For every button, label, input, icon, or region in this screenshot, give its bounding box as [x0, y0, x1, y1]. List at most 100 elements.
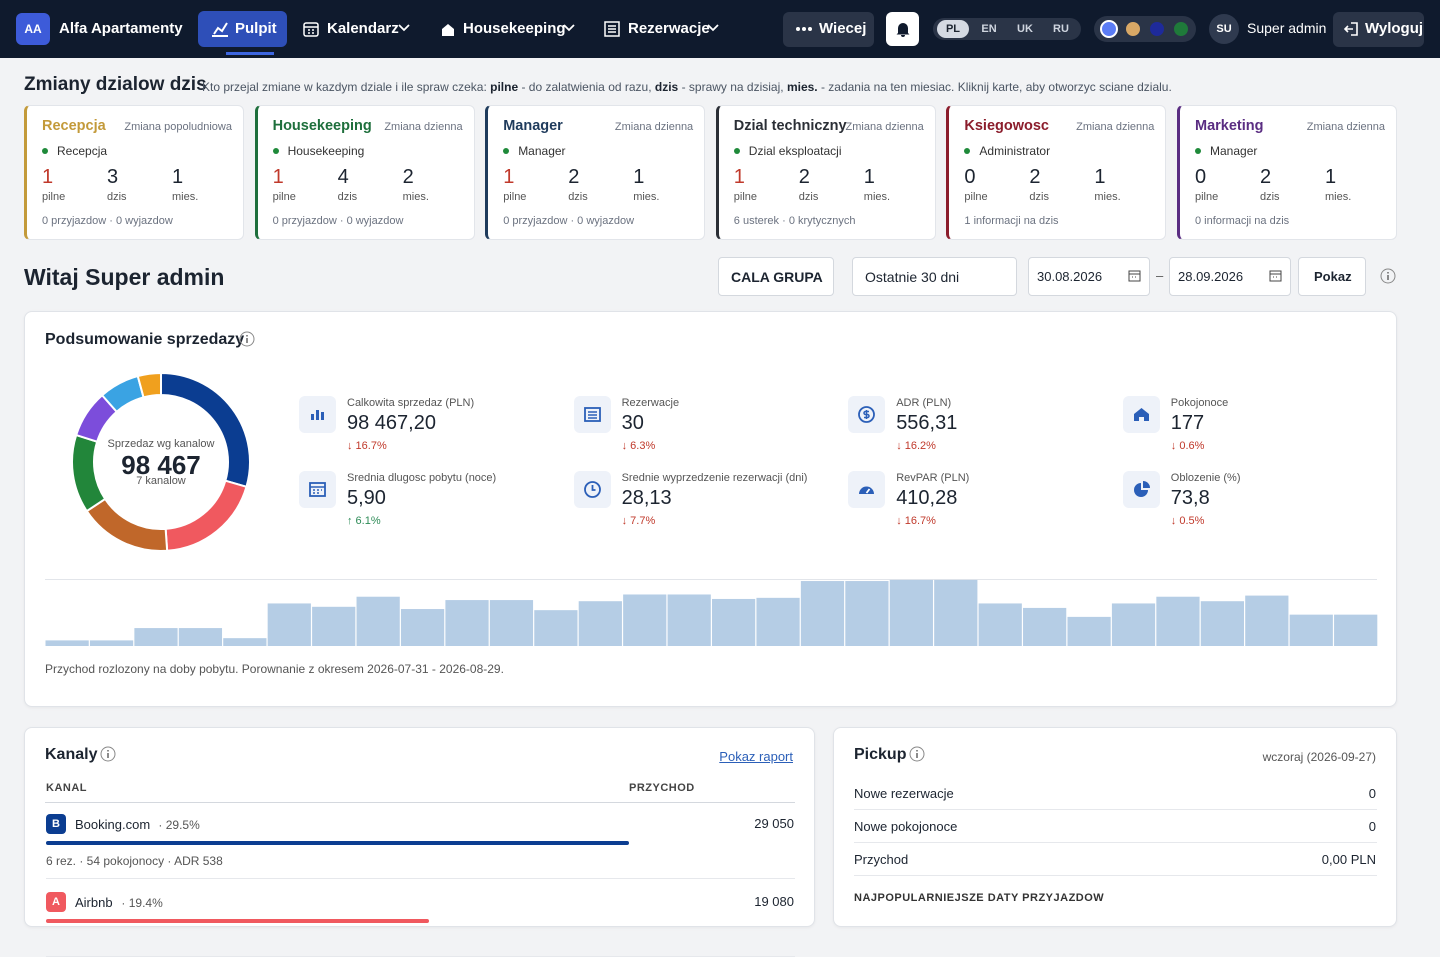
kpi: Calkowita sprzedaz (PLN) 98 467,20 ↓ 16.7%: [299, 396, 559, 466]
brand-name[interactable]: Alfa Apartamenty: [59, 20, 183, 37]
welcome-title: Witaj Super admin: [24, 264, 225, 290]
info-icon[interactable]: [1380, 268, 1396, 284]
shift-card[interactable]: Recepcja Zmiana popoludniowa Recepcja 1 piln…: [24, 105, 244, 240]
donut-segment: [136, 372, 162, 399]
kpi-change: ↓ 6.3%: [621, 440, 656, 452]
language-option[interactable]: RU: [1053, 23, 1069, 35]
donut-label: Sprzedaz wg kanalow: [107, 438, 215, 450]
avatar[interactable]: SU: [1209, 14, 1239, 44]
info-icon[interactable]: [100, 746, 116, 762]
share-bar: [46, 841, 629, 845]
language-switch: [933, 18, 1081, 40]
language-option[interactable]: UK: [1017, 23, 1033, 35]
status-dot: [42, 148, 48, 154]
person: Manager: [518, 144, 566, 158]
pickup-subheading: NAJPOPULARNIEJSZE DATY PRZYJAZDOW: [854, 892, 1105, 904]
kpi-change: ↓ 7.7%: [621, 515, 656, 527]
report-link[interactable]: Pokaz raport: [719, 749, 793, 764]
kpi-label: RevPAR (PLN): [896, 472, 970, 484]
kpi-value: 30: [621, 412, 644, 434]
count-value: 2: [798, 166, 810, 188]
bar: [312, 606, 356, 646]
date-from[interactable]: 30.08.2026: [1028, 257, 1150, 296]
status-dot: [733, 148, 740, 154]
theme-option[interactable]: [1148, 20, 1166, 38]
theme-option[interactable]: [1172, 20, 1190, 38]
status-dot: [272, 148, 279, 154]
bar: [223, 638, 267, 646]
kpi-icon: [1122, 396, 1160, 433]
bar: [356, 596, 400, 646]
keyword: mies.: [786, 80, 818, 94]
shift-card[interactable]: Ksiegowosc Zmiana dzienna Administrator 0 pi…: [946, 105, 1167, 240]
kpi: Srednie wyprzedzenie rezerwacji (dni) 28,…: [573, 471, 834, 541]
bar: [134, 628, 178, 646]
kpi: ADR (PLN) 556,31 ↓ 16.2%: [848, 396, 1108, 466]
count-value: 1: [863, 166, 875, 188]
bar: [578, 601, 622, 646]
kpi-value: 177: [1170, 412, 1205, 434]
bar: [1200, 601, 1244, 646]
channel-badge: B: [46, 814, 66, 834]
icon: [212, 22, 228, 37]
person: Manager: [1210, 144, 1258, 158]
brand-badge[interactable]: AA: [16, 13, 50, 45]
share-bar: [46, 919, 430, 923]
submit-button[interactable]: Pokaz: [1298, 257, 1366, 296]
shift-card[interactable]: Dzial techniczny Zmiana dzienna Dzial eksp…: [715, 105, 936, 240]
kpi: Oblozenie (%) 73,8 ↓ 0.5%: [1122, 471, 1383, 541]
bar: [400, 609, 445, 646]
date-separator: –: [1156, 268, 1164, 283]
text: Kto przejal zmiane w kazdym dziale i ile…: [202, 80, 491, 94]
channel-name[interactable]: Airbnb: [75, 895, 113, 910]
shift-card[interactable]: Marketing Zmiana dzienna Manager 0 pilne 2 dzi…: [1177, 105, 1397, 240]
section-title: Zmiany dzialow dzis: [24, 74, 207, 95]
active-tab[interactable]: [198, 11, 287, 47]
row-rule: [854, 875, 1377, 876]
count-label: mies.: [1094, 191, 1121, 203]
logout-label[interactable]: Wyloguj: [1365, 20, 1424, 37]
icon: [303, 22, 319, 37]
shift-card[interactable]: Manager Zmiana dzienna Manager 1 pilne 2 dzis 1…: [485, 105, 706, 240]
language-option[interactable]: EN: [981, 23, 997, 35]
kpi-label: Srednia dlugosc pobytu (noce): [347, 472, 497, 484]
bar: [889, 579, 933, 646]
scope-select[interactable]: CALA GRUPA: [718, 257, 834, 296]
shift-card[interactable]: Housekeeping Zmiana dzienna Housekeeping 1 p…: [254, 105, 475, 240]
donut-segment: [85, 497, 169, 552]
more-label[interactable]: Wiecej: [819, 20, 867, 37]
period-select[interactable]: Ostatnie 30 dni: [852, 257, 1017, 296]
bar: [623, 594, 667, 646]
language-option[interactable]: PL: [937, 20, 969, 38]
sales-panel: Podsumowanie sprzedazy Sprzedaz wg kanal…: [24, 311, 1397, 707]
info-icon[interactable]: [909, 746, 925, 762]
department-name: Dzial techniczny: [733, 118, 847, 134]
date-to[interactable]: 28.09.2026: [1169, 257, 1291, 296]
count-label: dzis: [568, 191, 588, 203]
person: Dzial eksploatacji: [748, 144, 842, 158]
nav-item[interactable]: Rezerwacje: [628, 20, 710, 37]
nav-item[interactable]: Housekeeping: [463, 20, 566, 37]
row-rule: [854, 842, 1377, 843]
theme-option[interactable]: [1100, 20, 1118, 38]
pickup-panel: Pickup wczoraj (2026-09-27) Nowe rezerwa…: [833, 727, 1397, 927]
count-value: 0: [964, 166, 976, 188]
bar: [45, 640, 89, 646]
channel-name[interactable]: Booking.com: [75, 817, 151, 832]
department-name: Marketing: [1195, 118, 1264, 134]
bar: [756, 597, 800, 646]
kpi-change: ↑ 6.1%: [347, 515, 381, 527]
nav-item[interactable]: Pulpit: [235, 20, 277, 37]
status-dot: [964, 148, 971, 154]
nav-item[interactable]: Kalendarz: [327, 20, 399, 37]
card-footer: 0 przyjazdow · 0 wyjazdow: [272, 215, 404, 227]
count-label: dzis: [798, 191, 819, 203]
pickup-label: Przychod: [854, 852, 909, 867]
pickup-value: 0: [1368, 786, 1376, 801]
count-label: pilne: [272, 191, 296, 203]
info-icon[interactable]: [239, 331, 255, 347]
pickup-value: 0: [1368, 819, 1376, 834]
theme-option[interactable]: [1124, 20, 1142, 38]
keyword: pilne: [490, 80, 519, 94]
